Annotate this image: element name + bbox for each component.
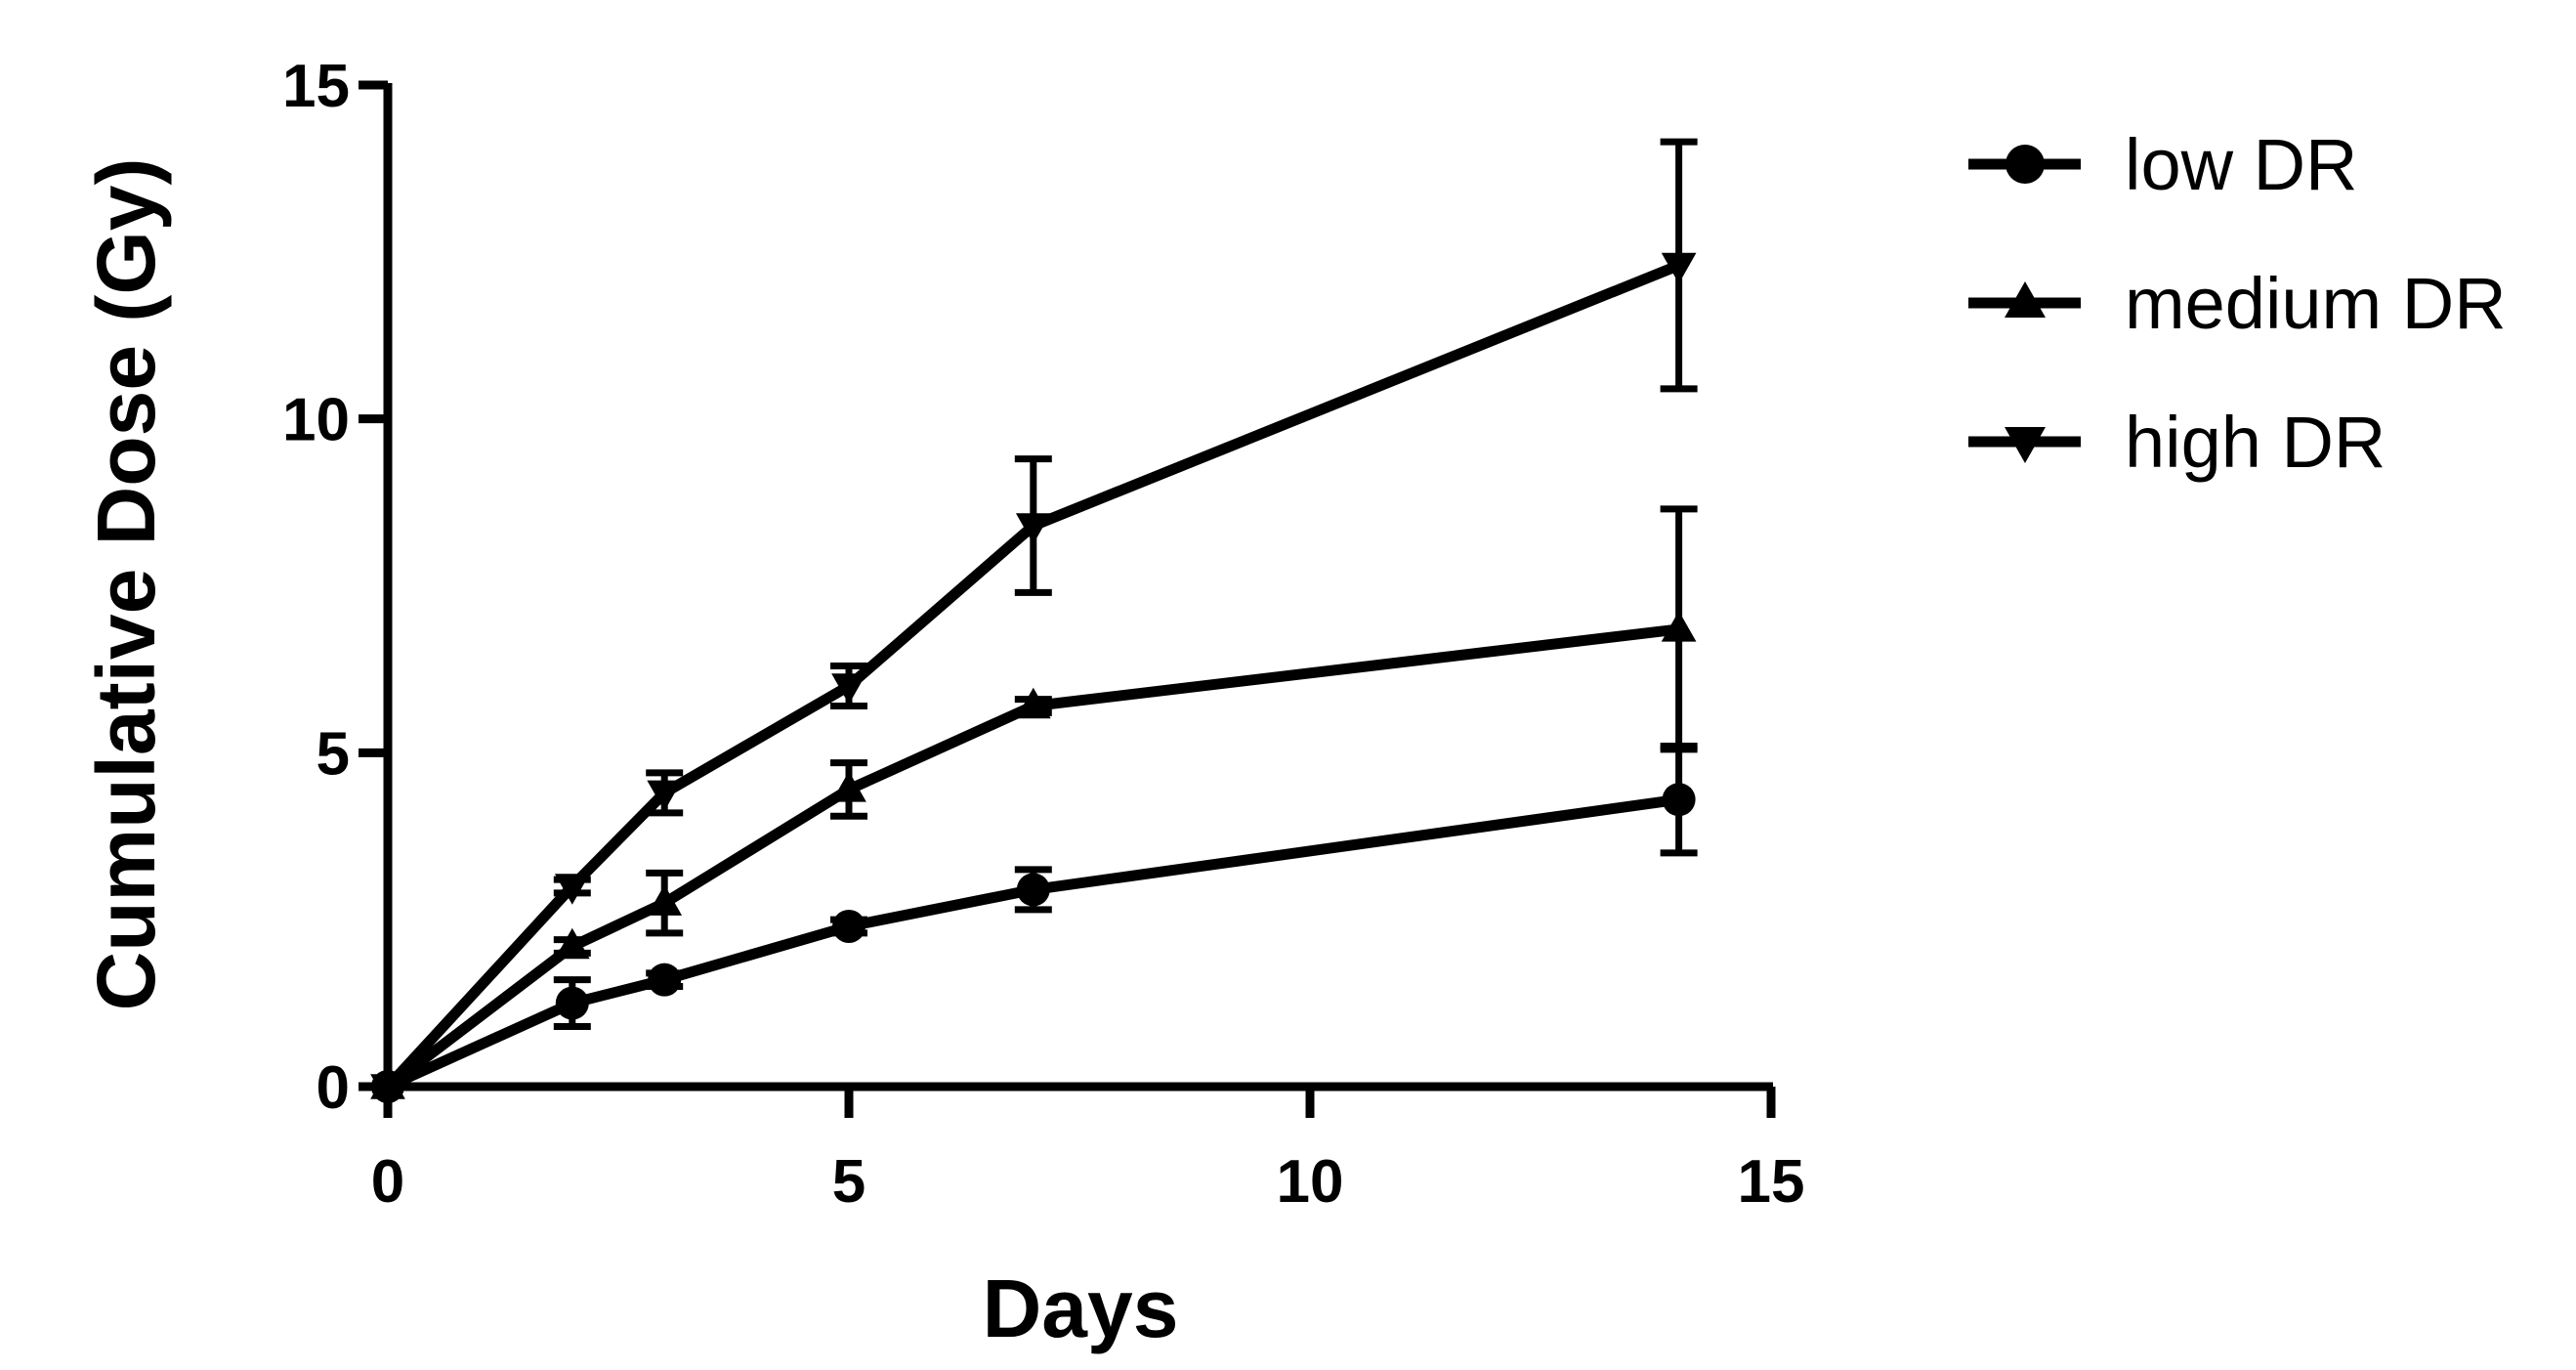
series-medium-dr [370, 505, 1698, 1099]
legend-item-medium-dr: medium DR [1968, 263, 2507, 344]
y-tick-label: 0 [317, 1054, 350, 1122]
y-tick-label: 10 [282, 387, 350, 454]
x-axis-title: Days [983, 1263, 1179, 1354]
legend-item-high-dr: high DR [1968, 402, 2386, 483]
legend-marker [2006, 145, 2045, 184]
data-point [831, 673, 866, 705]
legend-item-low-dr: low DR [1968, 124, 2357, 205]
data-point [554, 874, 590, 905]
x-tick-label: 15 [1738, 1148, 1805, 1216]
data-point [554, 927, 590, 960]
axes [383, 83, 1773, 1092]
x-tick-label: 10 [1277, 1148, 1344, 1216]
legend-marker [2005, 281, 2046, 318]
x-tick-label: 5 [832, 1148, 866, 1216]
legend-label: low DR [2125, 124, 2357, 205]
data-point [1015, 513, 1051, 544]
x-tick-label: 0 [371, 1148, 404, 1216]
y-tick-label: 5 [317, 720, 350, 788]
data-point [832, 910, 866, 943]
data-point [555, 986, 589, 1020]
series-line [385, 793, 1680, 1092]
data-point [831, 771, 866, 802]
y-tick-label: 15 [282, 53, 350, 120]
legend-marker [2005, 427, 2046, 463]
data-point [1661, 611, 1697, 642]
data-point [1016, 873, 1050, 907]
data-point [647, 780, 683, 812]
data-point [1015, 687, 1051, 719]
data-point [647, 884, 683, 916]
series-line [383, 260, 1681, 1091]
series-line [384, 623, 1680, 1092]
series-low-dr [371, 743, 1698, 1103]
data-point [648, 963, 682, 997]
legend: low DR medium DR high DR [1968, 124, 2507, 483]
y-axis-title: Cumulative Dose (Gy) [80, 158, 172, 1011]
y-axis-ticks: 0 5 10 15 [282, 53, 388, 1122]
data-point [1662, 783, 1696, 817]
data-point [1661, 252, 1697, 284]
legend-label: medium DR [2125, 263, 2507, 344]
legend-label: high DR [2125, 402, 2386, 483]
plot-area [370, 138, 1698, 1105]
x-axis-ticks: 0 5 10 15 [371, 1087, 1805, 1216]
series-high-dr [370, 138, 1698, 1105]
